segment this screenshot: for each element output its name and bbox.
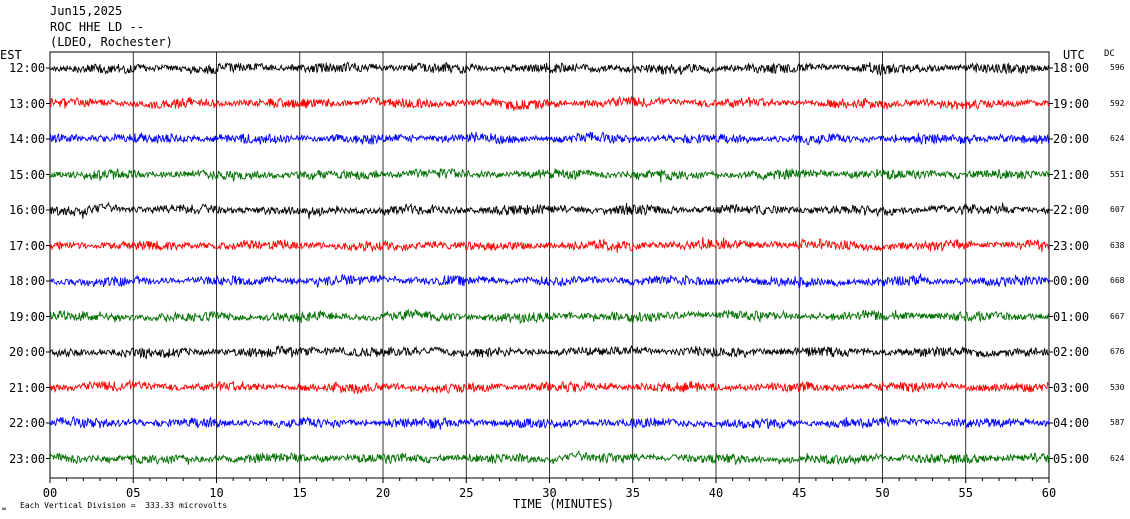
- trace-1900: [49, 308, 1050, 325]
- x-tick-label: 50: [875, 486, 890, 500]
- chart-network: (LDEO, Rochester): [50, 35, 173, 49]
- utc-label: 18:00: [1053, 61, 1090, 75]
- est-label: 14:00: [9, 132, 46, 146]
- est-label: 18:00: [9, 274, 46, 288]
- dc-value: 592: [1110, 98, 1125, 108]
- x-tick-label: 45: [792, 486, 807, 500]
- utc-label: 04:00: [1053, 416, 1090, 430]
- right-axis-title: UTC: [1063, 48, 1085, 62]
- trace-1600: [49, 201, 1050, 220]
- trace-1300: [49, 95, 1050, 111]
- dc-value: 667: [1110, 311, 1125, 321]
- est-label: 22:00: [9, 416, 46, 430]
- utc-label: 21:00: [1053, 167, 1090, 182]
- x-tick-label: 15: [292, 486, 307, 500]
- dc-value: 607: [1110, 205, 1125, 214]
- x-tick-label: 35: [625, 486, 640, 500]
- x-tick-label: 20: [375, 486, 391, 500]
- x-axis-title: TIME (MINUTES): [513, 497, 615, 511]
- trace-2000: [49, 345, 1050, 360]
- x-tick-label: 60: [1041, 486, 1057, 500]
- dc-value: 624: [1110, 453, 1125, 463]
- dc-value: 551: [1110, 169, 1125, 179]
- trace-2200: [49, 415, 1050, 430]
- dc-value: 676: [1110, 347, 1125, 356]
- dc-value: 638: [1110, 240, 1125, 250]
- dc-value: 596: [1110, 63, 1125, 72]
- left-axis-title: EST: [0, 48, 22, 62]
- est-label: 13:00: [9, 96, 46, 111]
- dc-value: 530: [1110, 382, 1125, 392]
- x-tick-label: 05: [126, 486, 141, 500]
- utc-label: 01:00: [1053, 309, 1090, 324]
- utc-label: 20:00: [1053, 132, 1090, 146]
- trace-1700: [49, 236, 1050, 254]
- x-tick-label: 25: [459, 486, 474, 500]
- logo-icon: ∞: [2, 505, 7, 513]
- utc-label: 05:00: [1053, 451, 1090, 466]
- utc-label: 22:00: [1053, 203, 1090, 217]
- dc-title: DC: [1104, 49, 1115, 59]
- utc-label: 19:00: [1053, 96, 1090, 111]
- trace-1400: [49, 131, 1050, 146]
- est-label: 21:00: [9, 380, 46, 395]
- trace-1500: [49, 167, 1050, 183]
- est-label: 16:00: [9, 203, 46, 217]
- utc-label: 02:00: [1053, 345, 1090, 359]
- x-tick-label: 10: [209, 486, 224, 500]
- dc-value: 668: [1110, 276, 1125, 285]
- est-label: 17:00: [9, 238, 46, 253]
- trace-1200: [49, 61, 1050, 77]
- dc-value: 624: [1110, 134, 1125, 143]
- x-tick-label: 00: [42, 486, 58, 500]
- scale-note: Each Vertical Division = 333.33 microvol…: [20, 501, 228, 510]
- x-tick-label: 55: [958, 486, 973, 500]
- est-label: 12:00: [9, 61, 46, 75]
- trace-2300: [49, 449, 1050, 466]
- est-label: 23:00: [9, 451, 46, 466]
- x-tick-label: 40: [708, 486, 724, 500]
- dc-value: 587: [1110, 418, 1125, 427]
- chart-station: ROC HHE LD --: [50, 20, 144, 34]
- est-label: 19:00: [9, 309, 46, 324]
- est-label: 20:00: [9, 345, 46, 359]
- utc-label: 00:00: [1053, 274, 1090, 288]
- est-label: 15:00: [9, 167, 46, 182]
- x-tick-label: 30: [542, 486, 557, 500]
- trace-2100: [49, 379, 1050, 395]
- utc-label: 03:00: [1053, 380, 1090, 395]
- trace-1800: [49, 273, 1050, 291]
- utc-label: 23:00: [1053, 238, 1090, 253]
- chart-date: Jun15,2025: [50, 4, 123, 18]
